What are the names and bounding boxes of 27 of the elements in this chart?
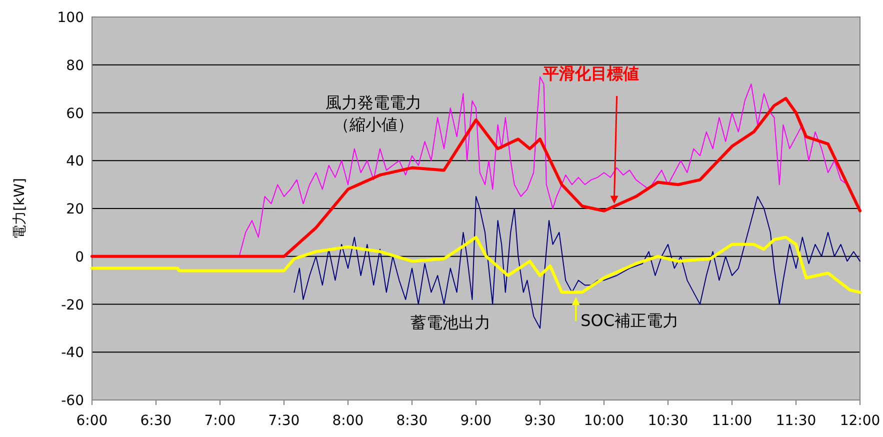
- series-label: 蓄電池出力: [410, 313, 490, 332]
- x-tick-label: 10:00: [584, 413, 624, 429]
- x-tick-label: 8:30: [396, 413, 428, 429]
- x-tick-label: 7:30: [268, 413, 300, 429]
- y-tick-label: 80: [66, 58, 84, 74]
- y-tick-label: 100: [57, 10, 84, 26]
- y-tick-label: 0: [75, 249, 84, 266]
- y-tick-label: -60: [61, 393, 84, 409]
- series-label: 風力発電電力（縮小値）: [326, 92, 422, 134]
- y-tick-label: 40: [66, 154, 84, 170]
- x-tick-label: 9:00: [460, 413, 492, 429]
- x-tick-label: 10:30: [648, 413, 688, 429]
- x-tick-label: 6:00: [76, 413, 108, 429]
- legend-label: SOC補正電力: [580, 310, 679, 330]
- x-tick-label: 8:00: [332, 413, 364, 429]
- y-tick-label: -20: [61, 297, 84, 314]
- x-tick-label: 7:00: [204, 413, 236, 429]
- x-tick-label: 11:00: [712, 413, 752, 429]
- y-axis-title: 電力[kW]: [12, 178, 28, 239]
- x-tick-label: 12:00: [840, 413, 880, 429]
- text: 平滑化目標値: [542, 64, 640, 84]
- y-tick-label: 20: [66, 202, 84, 218]
- x-tick-label: 9:30: [524, 413, 556, 429]
- x-tick-label: 11:30: [776, 413, 816, 429]
- x-tick-label: 6:30: [140, 413, 172, 429]
- y-tick-label: -40: [61, 345, 84, 362]
- y-tick-label: 60: [66, 106, 84, 122]
